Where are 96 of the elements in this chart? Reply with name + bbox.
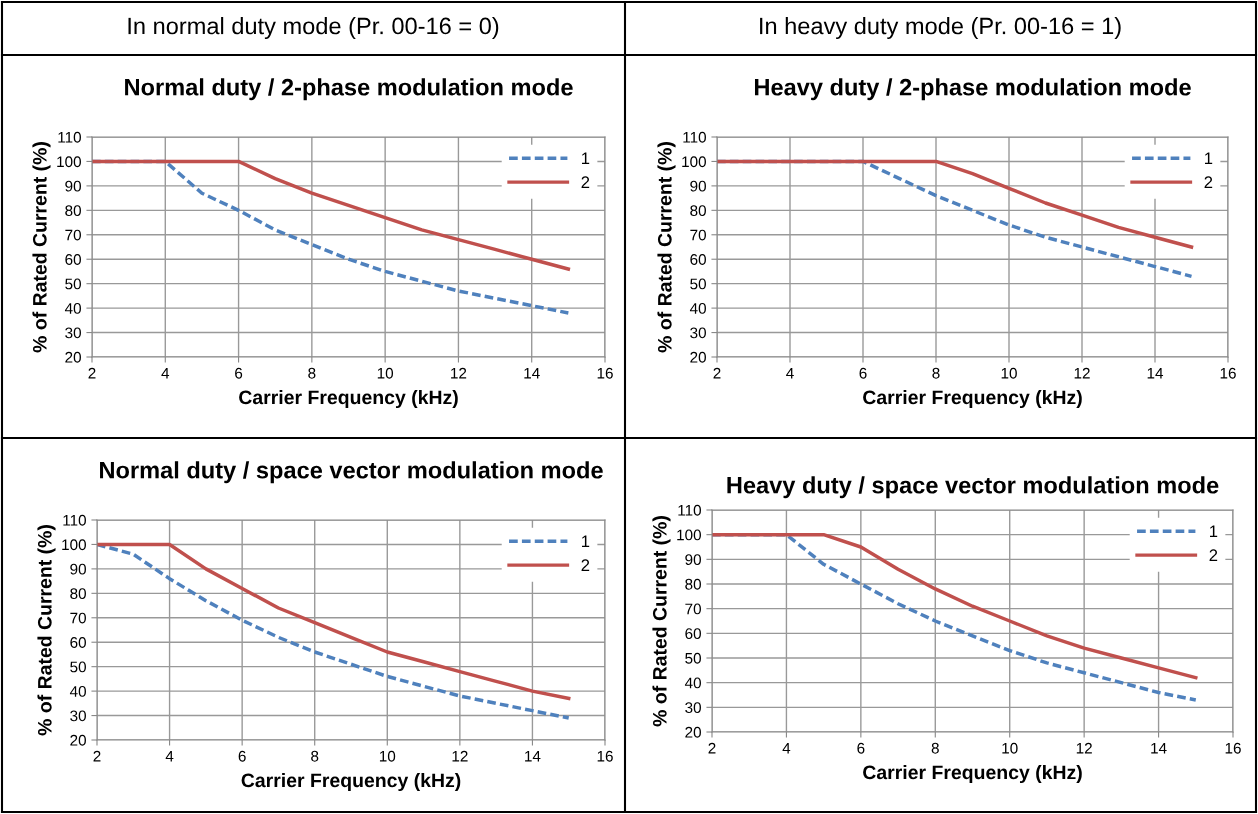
x-axis-title: Carrier Frequency (kHz) [863, 764, 1082, 784]
legend-label: 1 [582, 152, 590, 165]
x-tick-label: 2 [93, 750, 101, 762]
legend-label: 2 [581, 176, 590, 188]
text: In normal duty mode (Pr. 00-16 = 0) [128, 17, 499, 39]
x-tick-label: 4 [165, 750, 174, 762]
line-series [717, 159, 1194, 249]
y-tick-label: 20 [690, 351, 706, 363]
y-tick-label: 100 [682, 156, 706, 168]
y-tick-label: 100 [677, 529, 701, 541]
y-tick-label: 110 [678, 504, 701, 516]
x-tick-label: 8 [931, 742, 939, 754]
y-tick-label: 30 [690, 327, 706, 339]
y-tick-label: 80 [70, 588, 86, 600]
x-tick-label: 6 [859, 367, 867, 379]
y-tick-label: 90 [70, 563, 86, 575]
chart-title: Heavy duty / 2-phase modulation mode [755, 78, 1191, 101]
y-tick-label: 80 [685, 578, 701, 590]
y-tick-label: 80 [65, 205, 81, 217]
chart-title: Normal duty / space vector modulation mode [100, 461, 603, 484]
y-tick-label: 110 [63, 514, 86, 526]
legend-label: 2 [1209, 549, 1218, 561]
y-tick-label: 40 [69, 685, 86, 697]
chart-title: Normal duty / 2-phase modulation mode [125, 78, 573, 101]
y-tick-label: 20 [685, 726, 701, 738]
x-tick-label: 12 [1076, 742, 1092, 754]
y-tick-label: 50 [65, 278, 81, 290]
y-axis-title: % of Rated Current (%) [37, 525, 56, 736]
x-tick-label: 16 [1220, 367, 1236, 379]
y-tick-label: 70 [690, 229, 706, 241]
legend-label: 2 [1204, 176, 1213, 188]
y-tick-label: 70 [685, 603, 701, 615]
x-tick-label: 14 [1147, 367, 1164, 379]
chart-title: Heavy duty / space vector modulation mode [727, 476, 1219, 499]
y-axis-title: % of Rated Current (%) [32, 142, 51, 353]
y-axis-title: % of Rated Current (%) [657, 142, 676, 353]
x-tick-label: 4 [161, 367, 170, 379]
y-tick-label: 20 [70, 734, 86, 746]
y-tick-label: 100 [62, 539, 86, 551]
y-tick-label: 60 [685, 628, 701, 640]
x-tick-label: 16 [1225, 742, 1241, 754]
x-tick-label: 2 [88, 367, 96, 379]
y-tick-label: 70 [65, 229, 81, 241]
y-axis-title: % of Rated Current (%) [652, 516, 671, 727]
y-tick-label: 50 [690, 278, 706, 290]
x-tick-label: 2 [713, 367, 721, 379]
x-tick-label: 10 [377, 367, 394, 379]
x-tick-label: 4 [786, 367, 794, 379]
x-tick-label: 10 [379, 750, 396, 762]
y-tick-label: 30 [685, 702, 701, 714]
legend-label: 1 [1205, 152, 1213, 165]
x-tick-label: 4 [782, 742, 791, 754]
x-axis-title: Carrier Frequency (kHz) [241, 772, 461, 792]
x-tick-label: 8 [311, 750, 319, 762]
y-tick-label: 40 [689, 302, 706, 314]
x-tick-label: 14 [1151, 742, 1167, 754]
x-tick-label: 8 [932, 367, 940, 379]
y-tick-label: 60 [70, 637, 86, 648]
y-tick-label: 110 [58, 131, 81, 143]
line-series [92, 159, 571, 271]
x-tick-label: 12 [1074, 367, 1090, 379]
x-tick-label: 14 [524, 367, 540, 379]
x-tick-label: 10 [1001, 367, 1017, 379]
y-tick-label: 50 [685, 652, 701, 664]
y-tick-label: 20 [65, 351, 81, 363]
y-tick-label: 100 [57, 156, 81, 168]
y-tick-label: 90 [685, 554, 701, 566]
y-tick-label: 110 [683, 131, 706, 143]
text: In heavy duty mode (Pr. 00-16 = 1) [760, 17, 1121, 39]
x-tick-label: 10 [1002, 742, 1018, 754]
y-tick-label: 90 [65, 180, 81, 192]
y-tick-label: 40 [684, 677, 701, 689]
legend-label: 1 [582, 535, 590, 548]
x-axis-title: Carrier Frequency (kHz) [239, 389, 458, 409]
x-tick-label: 6 [238, 750, 246, 762]
x-tick-label: 6 [857, 742, 865, 754]
x-tick-label: 8 [308, 367, 316, 379]
x-tick-label: 6 [235, 367, 243, 379]
x-tick-label: 2 [708, 742, 716, 754]
x-tick-label: 12 [451, 367, 467, 379]
y-tick-label: 90 [690, 180, 706, 192]
legend-label: 2 [581, 559, 590, 571]
legend-label: 1 [1210, 525, 1218, 538]
x-tick-label: 12 [452, 750, 468, 762]
y-tick-label: 60 [65, 254, 81, 265]
y-tick-label: 30 [65, 327, 81, 339]
x-axis-title: Carrier Frequency (kHz) [863, 389, 1082, 409]
y-tick-label: 30 [70, 710, 86, 722]
y-tick-label: 60 [690, 254, 706, 265]
x-tick-label: 16 [597, 750, 613, 762]
y-tick-label: 80 [690, 205, 706, 217]
x-tick-label: 14 [525, 750, 541, 762]
y-tick-label: 40 [64, 302, 81, 314]
y-tick-label: 50 [70, 661, 86, 673]
y-tick-label: 70 [70, 612, 86, 624]
x-tick-label: 16 [597, 367, 613, 379]
